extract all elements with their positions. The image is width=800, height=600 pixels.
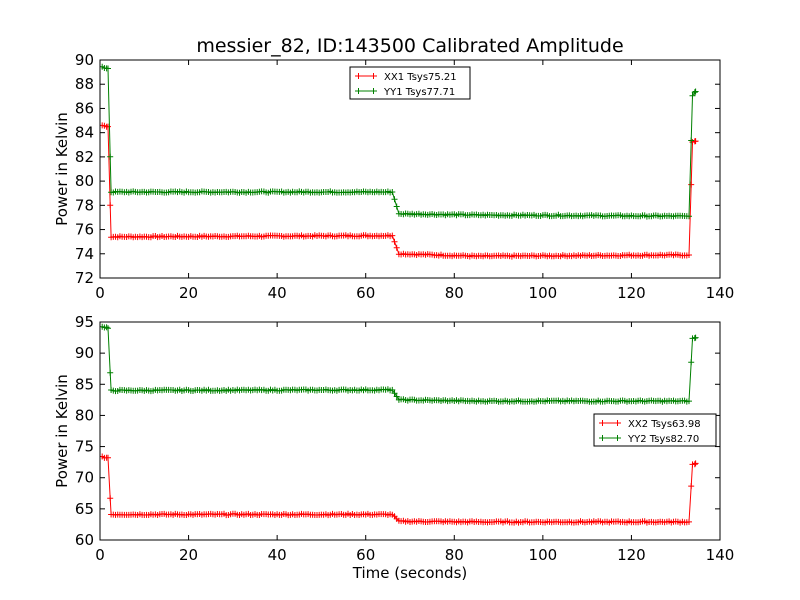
series-markers [100, 323, 699, 405]
y-tick-label: 80 [75, 406, 94, 424]
series-group [100, 323, 699, 526]
bottom-panel: 0 20 40 60 80 100 120 140 60 65 70 75 80 85 90 95 Power … [53, 313, 734, 582]
series-markers [100, 63, 699, 220]
y-tick-label: 65 [75, 500, 94, 518]
top-panel: 0 20 40 60 80 100 120 140 72 74 76 78 80 82 84 86 88 90 Po… [53, 51, 734, 302]
series-markers [100, 453, 699, 526]
y-tick-label: 70 [75, 469, 94, 487]
x-tick-label: 60 [356, 284, 375, 302]
x-tick-label: 40 [268, 284, 287, 302]
legend-marker [356, 73, 376, 79]
legend-marker [600, 435, 620, 441]
legend-box [593, 413, 717, 447]
x-tick-label: 80 [445, 546, 464, 564]
series-markers [100, 122, 699, 260]
legend-label: XX2 Tsys63.98 [628, 419, 701, 430]
y-tick-label: 88 [75, 75, 94, 93]
y-tick-label: 78 [75, 196, 94, 214]
x-tick-label: 0 [95, 546, 105, 564]
y-tick-label: 95 [75, 313, 94, 331]
y-tick-label: 80 [75, 172, 94, 190]
x-tick-label: 20 [179, 284, 198, 302]
y-axis-label: Power in Kelvin [53, 374, 71, 488]
plot-frame [99, 321, 721, 541]
y-tick-label: 72 [75, 269, 94, 287]
x-tick-label: 20 [179, 546, 198, 564]
x-tick-label: 0 [95, 284, 105, 302]
legend-label: XX1 Tsys75.21 [384, 72, 457, 83]
x-tick-label: 100 [529, 284, 558, 302]
x-tick-label: 120 [617, 284, 646, 302]
y-tick-label: 82 [75, 148, 94, 166]
y-tick-label: 84 [75, 124, 94, 142]
x-tick-label: 100 [529, 546, 558, 564]
y-tick-label: 76 [75, 221, 94, 239]
x-tick-label: 80 [445, 284, 464, 302]
y-tick-label: 75 [75, 438, 94, 456]
legend-marker [600, 420, 620, 426]
x-tick-label: 40 [268, 546, 287, 564]
y-axis-label: Power in Kelvin [53, 112, 71, 226]
y-tick-label: 90 [75, 51, 94, 69]
y-tick-label: 60 [75, 531, 94, 549]
x-axis-label: Time (seconds) [352, 564, 468, 582]
x-tick-label: 140 [706, 546, 735, 564]
x-tick-label: 120 [617, 546, 646, 564]
legend-marker [356, 88, 376, 94]
legend-label: YY1 Tsys77.71 [383, 87, 455, 98]
legend-label: YY2 Tsys82.70 [627, 434, 699, 445]
legend-box [349, 66, 471, 100]
x-tick-label: 140 [706, 284, 735, 302]
series-group [100, 63, 699, 260]
chart-title: messier_82, ID:143500 Calibrated Amplitu… [196, 35, 623, 57]
y-tick-label: 90 [75, 344, 94, 362]
y-tick-label: 85 [75, 375, 94, 393]
x-tick-label: 60 [356, 546, 375, 564]
y-tick-label: 74 [75, 245, 94, 263]
y-tick-label: 86 [75, 99, 94, 117]
plot-frame [99, 59, 721, 279]
